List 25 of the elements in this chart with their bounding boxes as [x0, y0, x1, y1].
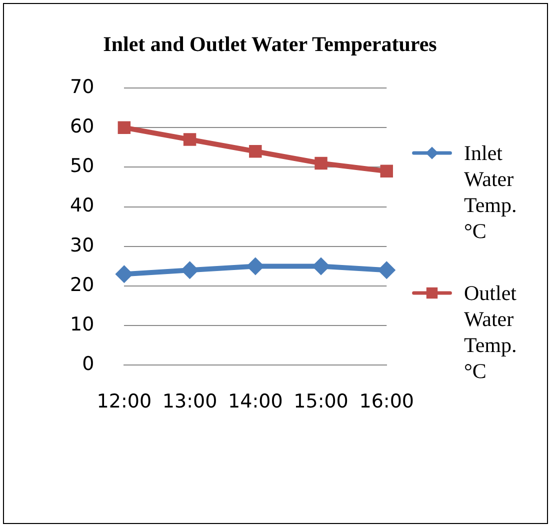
point [314, 156, 328, 170]
y-tick-label: 30 [70, 234, 94, 256]
point [180, 261, 199, 280]
legend-label: Inlet Water Temp. °C [464, 141, 517, 243]
legend-label: Outlet Water Temp. °C [464, 281, 517, 383]
y-tick-label: 20 [70, 274, 94, 296]
x-tick-label: 16:00 [359, 390, 414, 413]
y-tick-label: 50 [70, 155, 94, 178]
y-tick-label: 60 [70, 116, 94, 138]
point [118, 121, 131, 134]
point [183, 133, 196, 146]
x-tick-label: 14:00 [228, 390, 283, 413]
y-tick-label: 70 [70, 76, 94, 98]
point [380, 164, 393, 178]
y-tick-label: 0 [82, 353, 94, 376]
y-tick-label: 10 [70, 314, 94, 336]
point [378, 261, 396, 280]
point [312, 257, 330, 276]
x-tick-label: 13:00 [162, 390, 218, 413]
point [249, 144, 262, 158]
x-tick-label: 12:00 [96, 390, 152, 413]
point [115, 265, 134, 284]
x-tick-label: 15:00 [294, 390, 348, 413]
chart-title: Inlet and Outlet Water Temperatures [102, 32, 438, 56]
y-tick-label: 40 [70, 194, 94, 217]
